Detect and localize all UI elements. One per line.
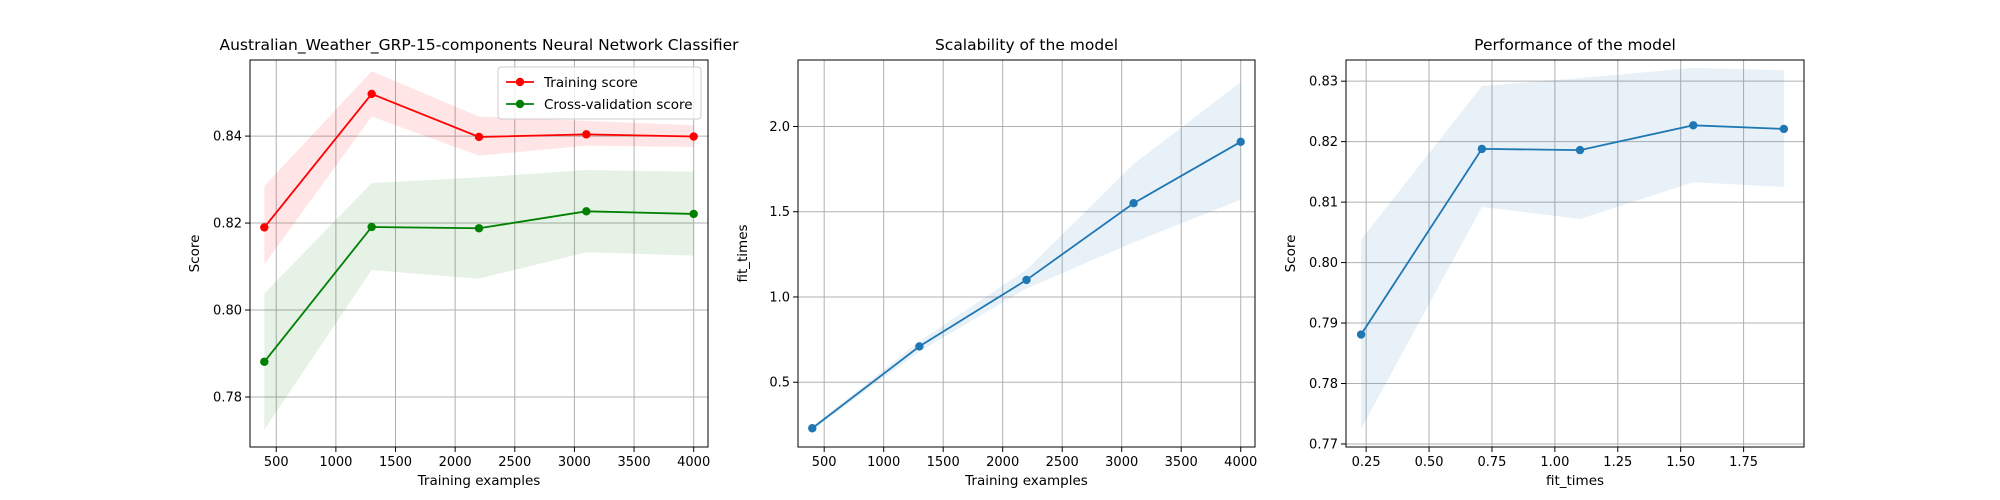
y-tick-label: 0.83 bbox=[1309, 75, 1338, 90]
data-point-training-score bbox=[260, 223, 269, 232]
x-tick-label: 1500 bbox=[379, 455, 412, 470]
x-tick-label: 4000 bbox=[1224, 455, 1257, 470]
chart-title: Australian_Weather_GRP-15-components Neu… bbox=[220, 36, 740, 55]
x-tick-label: 0.50 bbox=[1415, 455, 1444, 470]
y-tick-label: 0.77 bbox=[1309, 437, 1338, 452]
chart-title: Scalability of the model bbox=[935, 36, 1118, 54]
chart-panel-3: 0.25 0.50 0.75 1.00 1.25 1.50 1.75 0.77 0.78 0.79… bbox=[1283, 36, 1805, 489]
x-tick-label: 3500 bbox=[618, 455, 651, 470]
y-tick-label: 0.78 bbox=[1309, 377, 1338, 392]
legend-box bbox=[497, 66, 702, 120]
x-tick-label: 4000 bbox=[677, 455, 710, 470]
x-tick-label: 2500 bbox=[1046, 455, 1079, 470]
confidence-band-cross-validation-score bbox=[264, 170, 694, 430]
y-tick-label: 0.79 bbox=[1309, 317, 1338, 332]
data-point-cross-validation-score bbox=[474, 224, 484, 233]
series-training-score bbox=[260, 71, 698, 265]
y-tick-label: 2.0 bbox=[769, 120, 790, 135]
data-point-series-1 bbox=[1356, 330, 1366, 339]
y-tick-label: 0.81 bbox=[1309, 196, 1338, 211]
legend-marker-cross-validation-score bbox=[515, 99, 525, 109]
data-point-series-1 bbox=[1022, 275, 1031, 285]
chart-title: Performance of the model bbox=[1474, 36, 1676, 54]
y-tick-label: 0.80 bbox=[213, 304, 242, 319]
panels: 500 1000 1500 2000 2500 3000 3500 40000.780.800… bbox=[187, 36, 1805, 489]
y-axis-label: Score bbox=[1283, 235, 1299, 273]
x-tick-label: 1.25 bbox=[1603, 455, 1632, 470]
data-point-series-1 bbox=[1575, 145, 1585, 155]
x-tick-label: 0.75 bbox=[1477, 455, 1506, 470]
y-axis-label: fit_times bbox=[735, 224, 751, 282]
legend-label-cross-validation-score: Cross-validation score bbox=[544, 97, 693, 113]
x-axis-label: Training examples bbox=[417, 473, 541, 489]
axes-frame bbox=[797, 59, 1256, 448]
series-cross-validation-score bbox=[260, 170, 698, 430]
x-tick-label: 2000 bbox=[439, 455, 472, 470]
data-point-training-score bbox=[367, 89, 376, 99]
data-point-series-1 bbox=[1689, 121, 1698, 130]
x-axis-label: Training examples bbox=[964, 473, 1088, 489]
x-tick-label: 1.75 bbox=[1729, 455, 1758, 470]
x-axis-label: fit_times bbox=[1546, 473, 1604, 489]
data-point-cross-validation-score bbox=[367, 222, 376, 232]
data-point-series-1 bbox=[915, 342, 924, 351]
series-series-1 bbox=[808, 82, 1245, 433]
axes-frame bbox=[1345, 59, 1805, 448]
x-tick-label: 2500 bbox=[498, 455, 531, 470]
x-tick-label: 1000 bbox=[867, 455, 900, 470]
y-axis-label: Score bbox=[187, 235, 203, 273]
data-point-training-score bbox=[689, 132, 698, 141]
x-tick-label: 2000 bbox=[986, 455, 1019, 470]
data-point-cross-validation-score bbox=[582, 207, 591, 216]
series-series-1 bbox=[1356, 67, 1789, 429]
y-tick-label: 0.78 bbox=[213, 390, 242, 405]
y-tick-label: 0.5 bbox=[769, 376, 790, 391]
x-tick-label: 1500 bbox=[927, 455, 960, 470]
y-tick-label: 0.84 bbox=[213, 130, 242, 145]
data-point-series-1 bbox=[1129, 199, 1138, 208]
x-tick-label: 500 bbox=[264, 455, 289, 470]
chart-panel-2: 500 1000 1500 2000 2500 3000 3500 4000 0.5 1.0 1.5… bbox=[735, 36, 1257, 489]
y-tick-label: 0.80 bbox=[1309, 256, 1338, 271]
y-tick-label: 1.0 bbox=[769, 290, 790, 305]
grid-lines bbox=[1346, 60, 1804, 447]
legend-marker-training-score bbox=[515, 77, 525, 87]
data-point-cross-validation-score bbox=[260, 357, 269, 366]
chart-panel-1: 500 1000 1500 2000 2500 3000 3500 4000 0.78 0.80 0… bbox=[187, 36, 739, 489]
data-point-training-score bbox=[582, 130, 591, 139]
x-tick-label: 3000 bbox=[558, 455, 591, 470]
x-tick-label: 1.00 bbox=[1540, 455, 1569, 470]
data-point-series-1 bbox=[808, 424, 817, 433]
data-point-series-1 bbox=[1477, 144, 1487, 154]
legend: Training score Cross-validation score bbox=[497, 66, 702, 120]
data-point-series-1 bbox=[1779, 124, 1789, 134]
axes-frame bbox=[249, 59, 709, 448]
x-tick-label: 1.50 bbox=[1666, 455, 1695, 470]
grid-lines bbox=[250, 60, 708, 447]
legend-label-training-score: Training score bbox=[543, 75, 638, 91]
y-tick-label: 1.5 bbox=[769, 205, 790, 220]
x-tick-label: 500 bbox=[812, 455, 837, 470]
data-point-series-1 bbox=[1236, 137, 1245, 147]
x-tick-label: 0.25 bbox=[1352, 455, 1381, 470]
y-tick-label: 0.82 bbox=[1309, 135, 1338, 150]
x-tick-label: 1000 bbox=[319, 455, 352, 470]
confidence-band-series-1 bbox=[1361, 67, 1784, 429]
data-point-training-score bbox=[474, 132, 484, 142]
x-tick-label: 3500 bbox=[1165, 455, 1198, 470]
data-point-cross-validation-score bbox=[689, 209, 698, 219]
y-tick-label: 0.82 bbox=[213, 217, 242, 232]
x-tick-label: 3000 bbox=[1105, 455, 1138, 470]
